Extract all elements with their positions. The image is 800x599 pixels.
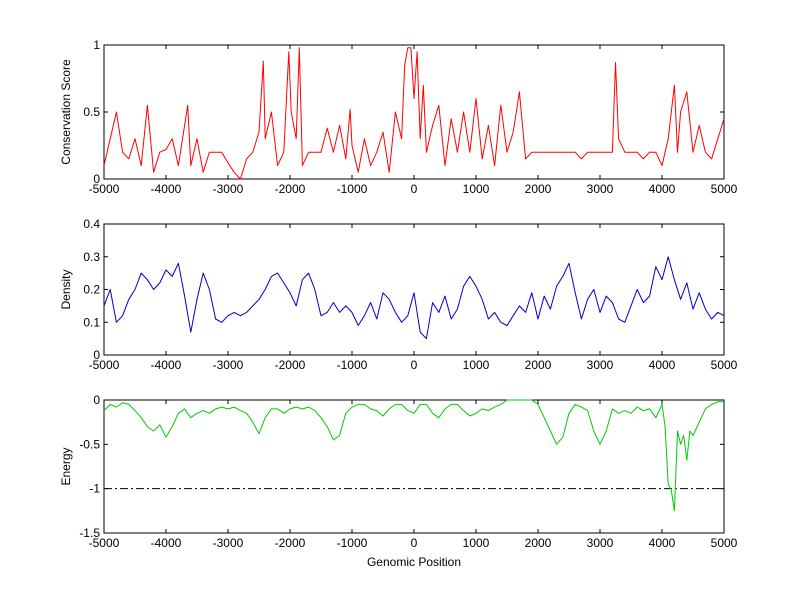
x-tick-label: 2000 bbox=[525, 536, 552, 550]
plot-area bbox=[103, 399, 725, 534]
x-tick-label: -3000 bbox=[213, 536, 244, 550]
x-tick-label: -1000 bbox=[337, 182, 368, 196]
x-tick-label: -5000 bbox=[89, 358, 120, 372]
y-tick-label: 0.1 bbox=[83, 315, 100, 329]
y-tick-label: -1.5 bbox=[79, 526, 100, 540]
x-tick-label: 0 bbox=[411, 536, 418, 550]
y-tick-label: 0 bbox=[93, 172, 100, 186]
x-tick-label: 2000 bbox=[525, 182, 552, 196]
y-axis-label: Energy bbox=[59, 447, 73, 485]
panel-3: -5000 -4000 -3000 -2000 -1000 0 1000 2000 3000 40… bbox=[59, 393, 738, 569]
x-tick-label: 1000 bbox=[463, 536, 490, 550]
x-tick-label: 5000 bbox=[711, 182, 738, 196]
x-tick-label: -3000 bbox=[213, 182, 244, 196]
x-tick-label: 4000 bbox=[649, 536, 676, 550]
x-tick-label: 5000 bbox=[711, 536, 738, 550]
x-tick-label: -1000 bbox=[337, 536, 368, 550]
x-tick-label: 2000 bbox=[525, 358, 552, 372]
x-tick-label: -2000 bbox=[275, 536, 306, 550]
x-tick-label: 5000 bbox=[711, 358, 738, 372]
series-line-1 bbox=[103, 399, 724, 512]
plot-area bbox=[103, 44, 725, 180]
y-tick-label: 0.2 bbox=[83, 283, 100, 297]
series-line-1 bbox=[103, 47, 725, 180]
y-tick-label: -1 bbox=[89, 482, 100, 496]
x-tick-label: 3000 bbox=[587, 536, 614, 550]
x-tick-label: -2000 bbox=[275, 182, 306, 196]
x-tick-label: 4000 bbox=[649, 182, 676, 196]
y-tick-label: 0.3 bbox=[83, 250, 100, 264]
x-tick-label: 0 bbox=[411, 358, 418, 372]
x-tick-label: -5000 bbox=[89, 536, 120, 550]
x-tick-label: -5000 bbox=[89, 182, 120, 196]
x-axis-label: Genomic Position bbox=[367, 555, 461, 569]
x-tick-label: -3000 bbox=[213, 358, 244, 372]
plot-area bbox=[103, 223, 725, 356]
y-tick-label: 0 bbox=[93, 348, 100, 362]
y-tick-label: 1 bbox=[93, 38, 100, 52]
x-tick-label: 3000 bbox=[587, 358, 614, 372]
x-tick-label: -4000 bbox=[151, 536, 182, 550]
series-line-1 bbox=[103, 256, 725, 340]
y-tick-label: 0.4 bbox=[83, 217, 100, 231]
y-tick-label: 0.5 bbox=[83, 105, 100, 119]
panel-1: -5000 -4000 -3000 -2000 -1000 0 1000 2000 3000 40… bbox=[59, 38, 738, 196]
x-tick-label: -2000 bbox=[275, 358, 306, 372]
panel-2: -5000 -4000 -3000 -2000 -1000 0 1000 2000 3000 40… bbox=[59, 217, 738, 372]
x-tick-label: 1000 bbox=[463, 182, 490, 196]
x-tick-label: 3000 bbox=[587, 182, 614, 196]
y-axis-label: Density bbox=[59, 269, 73, 309]
y-tick-label: 0 bbox=[93, 393, 100, 407]
x-tick-label: 4000 bbox=[649, 358, 676, 372]
x-tick-label: 0 bbox=[411, 182, 418, 196]
x-tick-label: -4000 bbox=[151, 358, 182, 372]
x-tick-label: -4000 bbox=[151, 182, 182, 196]
y-axis-label: Conservation Score bbox=[59, 59, 73, 165]
x-tick-label: -1000 bbox=[337, 358, 368, 372]
y-tick-label: -0.5 bbox=[79, 437, 100, 451]
x-tick-label: 1000 bbox=[463, 358, 490, 372]
